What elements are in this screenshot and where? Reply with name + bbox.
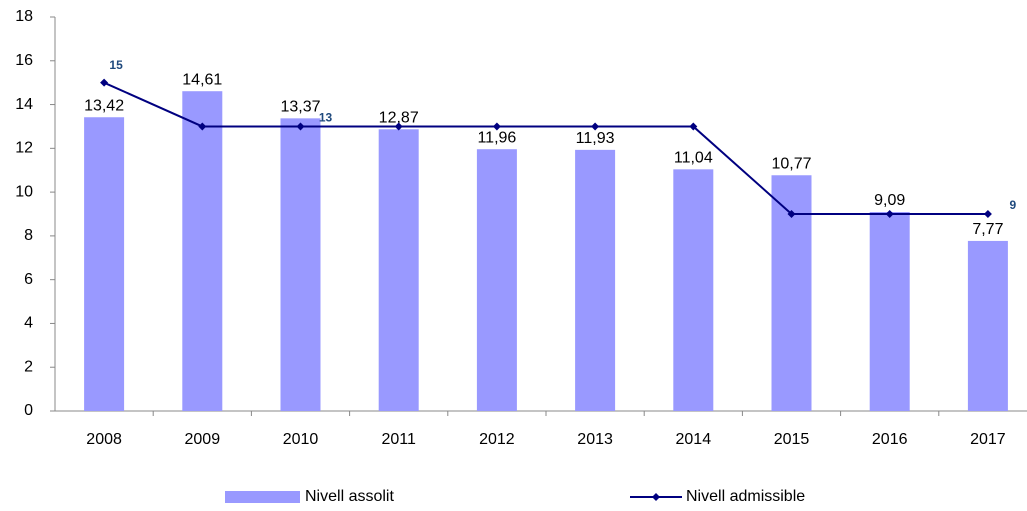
line-marker bbox=[296, 122, 305, 131]
line-marker bbox=[689, 122, 698, 131]
line-marker bbox=[198, 122, 207, 131]
data-label: 11,04 bbox=[674, 150, 713, 167]
bar bbox=[280, 118, 321, 412]
line bbox=[103, 81, 988, 215]
y-tick-label: 10 bbox=[15, 183, 33, 200]
x-tick-label: 2010 bbox=[283, 431, 319, 448]
y-tick-label: 12 bbox=[15, 140, 33, 157]
y-tick-label: 16 bbox=[15, 52, 33, 69]
y-tick-label: 2 bbox=[24, 358, 33, 375]
legend-swatch bbox=[225, 491, 300, 503]
data-label: 12,87 bbox=[379, 110, 419, 127]
data-label: 11,93 bbox=[576, 130, 615, 147]
line-label: 15 bbox=[109, 58, 123, 72]
line-marker bbox=[492, 122, 501, 131]
x-tick-label: 2012 bbox=[479, 431, 515, 448]
line-marker bbox=[100, 78, 109, 87]
data-label: 9,09 bbox=[874, 192, 905, 209]
legend-label: Nivell assolit bbox=[305, 488, 394, 505]
line-label: 9 bbox=[1010, 198, 1017, 212]
bar bbox=[182, 91, 223, 411]
line-marker bbox=[885, 210, 894, 218]
y-tick-label: 14 bbox=[15, 96, 33, 113]
y-tick-label: 4 bbox=[24, 315, 33, 332]
line-marker bbox=[787, 210, 796, 218]
data-label: 7,77 bbox=[972, 221, 1003, 238]
y-tick-label: 0 bbox=[24, 402, 33, 419]
x-tick-label: 2009 bbox=[185, 431, 221, 448]
x-tick-label: 2014 bbox=[676, 431, 712, 448]
y-tick-label: 6 bbox=[24, 271, 33, 288]
legend-label: Nivell admissible bbox=[686, 488, 805, 505]
bar bbox=[575, 149, 616, 412]
x-tick-label: 2008 bbox=[86, 431, 122, 448]
x-tick-label: 2013 bbox=[577, 431, 613, 448]
x-tick-label: 2017 bbox=[970, 431, 1006, 448]
data-label: 10,77 bbox=[771, 155, 811, 172]
bar bbox=[869, 212, 910, 411]
y-tick-label: 8 bbox=[24, 227, 33, 244]
y-tick-label: 18 bbox=[15, 8, 33, 25]
data-label: 14,61 bbox=[182, 71, 222, 88]
line-label: 13 bbox=[319, 111, 333, 125]
x-tick-label: 2015 bbox=[774, 431, 810, 448]
bar bbox=[84, 117, 125, 412]
bar bbox=[476, 149, 517, 411]
line-marker bbox=[394, 122, 403, 131]
x-tick-label: 2016 bbox=[872, 431, 908, 448]
line-marker bbox=[591, 122, 600, 131]
data-label: 11,96 bbox=[477, 129, 516, 146]
data-label: 13,37 bbox=[280, 99, 320, 116]
data-label: 13,42 bbox=[84, 97, 124, 114]
legend-marker bbox=[652, 493, 660, 501]
bar bbox=[967, 240, 1008, 411]
bar bbox=[673, 169, 714, 411]
bar bbox=[378, 129, 419, 412]
x-tick-label: 2011 bbox=[381, 431, 416, 448]
line-marker bbox=[983, 210, 992, 218]
